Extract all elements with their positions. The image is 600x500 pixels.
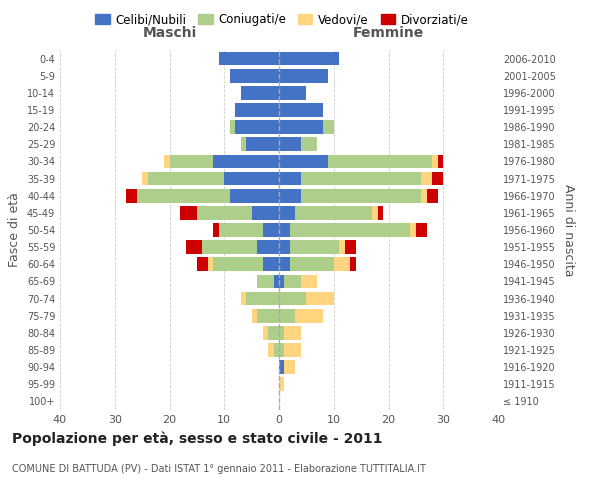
Bar [241,138,246,151]
Bar [208,258,214,271]
Bar [279,120,323,134]
Bar [372,206,377,220]
Bar [137,189,230,202]
Bar [301,189,421,202]
Bar [301,172,421,185]
Bar [219,223,263,237]
Bar [279,69,328,82]
Bar [295,309,323,322]
Bar [235,120,279,134]
Bar [257,240,279,254]
Bar [142,172,148,185]
Bar [274,274,279,288]
Bar [186,240,202,254]
Bar [284,360,295,374]
Bar [169,154,214,168]
Bar [410,223,416,237]
Bar [148,172,224,185]
Bar [263,258,279,271]
Y-axis label: Fasce di età: Fasce di età [8,192,21,268]
Bar [268,326,279,340]
Bar [433,172,443,185]
Bar [279,189,301,202]
Bar [279,103,323,117]
Bar [301,138,317,151]
Bar [246,292,279,306]
Bar [290,223,410,237]
Legend: Celibi/Nubili, Coniugati/e, Vedovi/e, Divorziati/e: Celibi/Nubili, Coniugati/e, Vedovi/e, Di… [91,8,473,31]
Bar [301,274,317,288]
Bar [251,309,257,322]
Bar [197,206,251,220]
Bar [284,274,301,288]
Bar [235,103,279,117]
Bar [241,292,246,306]
Bar [257,274,274,288]
Bar [421,189,427,202]
Bar [416,223,427,237]
Y-axis label: Anni di nascita: Anni di nascita [562,184,575,276]
Bar [427,189,438,202]
Bar [345,240,356,254]
Bar [241,86,279,100]
Bar [279,309,295,322]
Bar [290,258,334,271]
Text: Maschi: Maschi [142,26,197,40]
Bar [279,86,307,100]
Text: COMUNE DI BATTUDA (PV) - Dati ISTAT 1° gennaio 2011 - Elaborazione TUTTITALIA.IT: COMUNE DI BATTUDA (PV) - Dati ISTAT 1° g… [12,464,426,474]
Bar [307,292,334,306]
Bar [421,172,432,185]
Bar [230,120,235,134]
Bar [279,223,290,237]
Bar [279,206,295,220]
Bar [230,69,279,82]
Bar [377,206,383,220]
Bar [279,52,339,66]
Bar [263,326,268,340]
Bar [181,206,197,220]
Bar [284,343,301,357]
Bar [323,120,334,134]
Bar [339,240,345,254]
Bar [214,154,279,168]
Bar [334,258,350,271]
Text: Femmine: Femmine [353,26,424,40]
Bar [279,326,284,340]
Bar [197,258,208,271]
Bar [251,206,279,220]
Bar [268,343,274,357]
Bar [328,154,433,168]
Bar [214,258,263,271]
Bar [350,258,356,271]
Bar [279,360,284,374]
Text: Popolazione per età, sesso e stato civile - 2011: Popolazione per età, sesso e stato civil… [12,431,383,446]
Bar [438,154,443,168]
Bar [295,206,372,220]
Bar [279,258,290,271]
Bar [219,52,279,66]
Bar [274,343,279,357]
Bar [257,309,279,322]
Bar [263,223,279,237]
Bar [279,240,290,254]
Bar [125,189,137,202]
Bar [246,138,279,151]
Bar [224,172,279,185]
Bar [164,154,169,168]
Bar [279,378,284,391]
Bar [214,223,219,237]
Bar [279,154,328,168]
Bar [279,172,301,185]
Bar [433,154,438,168]
Bar [279,138,301,151]
Bar [279,274,284,288]
Bar [284,326,301,340]
Bar [230,189,279,202]
Bar [202,240,257,254]
Bar [290,240,339,254]
Bar [279,292,307,306]
Bar [279,343,284,357]
